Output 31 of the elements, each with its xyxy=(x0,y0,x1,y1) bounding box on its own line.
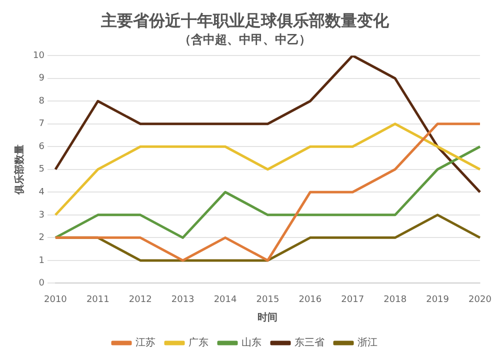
y-tick-label: 9 xyxy=(38,74,45,84)
legend-label: 山东 xyxy=(242,336,262,349)
x-tick-label: 2014 xyxy=(214,294,237,305)
x-tick-label: 2011 xyxy=(86,294,110,305)
x-axis-title: 时间 xyxy=(258,312,278,324)
x-tick-label: 2013 xyxy=(171,294,194,305)
x-tick-label: 2017 xyxy=(341,294,364,305)
legend-label: 江苏 xyxy=(136,336,156,349)
chart-subtitle: （含中超、中甲、中乙） xyxy=(179,32,311,47)
x-tick-label: 2020 xyxy=(468,294,492,305)
x-tick-label: 2015 xyxy=(256,294,280,305)
legend-label: 广东 xyxy=(188,336,208,349)
y-tick-label: 4 xyxy=(38,188,45,198)
legend-label: 浙江 xyxy=(358,336,378,349)
y-tick-label: 3 xyxy=(38,210,44,220)
y-tick-label: 6 xyxy=(38,142,45,152)
y-tick-label: 0 xyxy=(38,278,45,289)
x-tick-label: 2016 xyxy=(298,294,322,305)
x-tick-label: 2010 xyxy=(44,294,68,305)
x-tick-label: 2018 xyxy=(384,294,407,305)
y-tick-label: 8 xyxy=(38,96,45,106)
y-tick-label: 10 xyxy=(33,50,45,61)
y-tick-label: 2 xyxy=(38,233,44,244)
y-tick-label: 5 xyxy=(38,164,44,175)
chart-title: 主要省份近十年职业足球俱乐部数量变化 xyxy=(100,10,390,30)
x-tick-label: 2019 xyxy=(426,294,450,305)
x-tick-label: 2012 xyxy=(128,294,152,305)
legend-label: 东三省 xyxy=(294,336,324,349)
y-tick-label: 7 xyxy=(38,119,44,130)
y-tick-label: 1 xyxy=(38,256,44,266)
y-axis-title: 俱乐部数量 xyxy=(14,144,26,196)
